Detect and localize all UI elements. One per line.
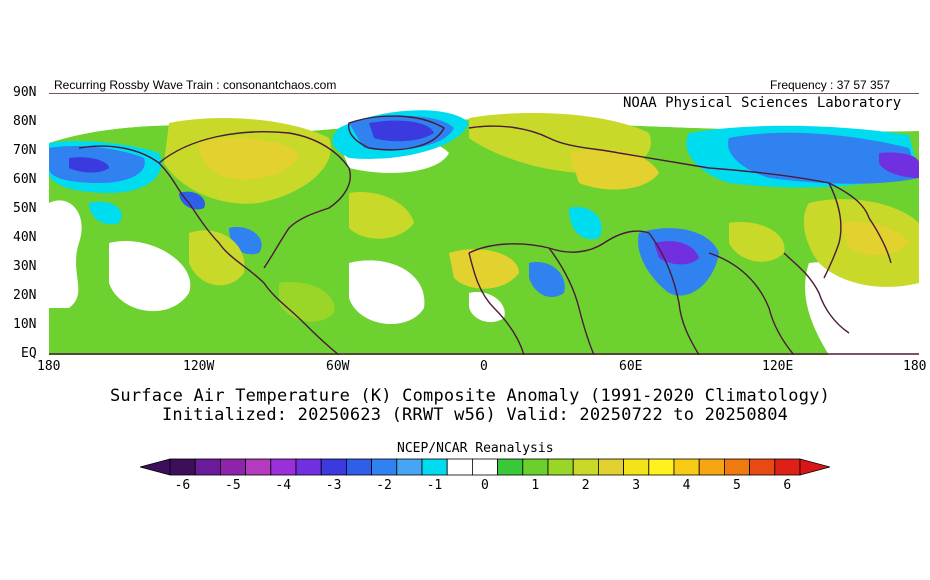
colorbar-cell bbox=[623, 458, 650, 476]
colorbar-cell bbox=[522, 458, 549, 476]
colorbar-cell bbox=[774, 458, 801, 476]
colorbar-cell bbox=[572, 458, 599, 476]
colorbar-tick-label: 1 bbox=[531, 478, 540, 493]
lat-label-80n: 80N bbox=[13, 114, 37, 129]
colorbar-tick-label: -4 bbox=[275, 478, 292, 493]
colorbar-cell bbox=[396, 458, 423, 476]
colorbar-tick-label: -3 bbox=[325, 478, 342, 493]
lat-label-70n: 70N bbox=[13, 143, 37, 158]
lat-label-eq: EQ bbox=[21, 346, 37, 361]
colorbar-cell bbox=[169, 458, 196, 476]
colorbar-cell bbox=[270, 458, 297, 476]
colorbar-tick-label: -1 bbox=[426, 478, 443, 493]
colorbar-cell bbox=[371, 458, 398, 476]
colorbar-cell bbox=[648, 458, 675, 476]
chart-title-line1: Surface Air Temperature (K) Composite An… bbox=[110, 386, 831, 406]
colorbar-tick-label: 6 bbox=[783, 478, 792, 493]
colorbar-cell bbox=[497, 458, 524, 476]
colorbar-cell bbox=[295, 458, 322, 476]
colorbar-tick-label: -2 bbox=[376, 478, 392, 493]
colorbar-cell bbox=[320, 458, 347, 476]
temperature-anomaly-map bbox=[49, 93, 919, 355]
colorbar-tick-label: 5 bbox=[733, 478, 741, 493]
lon-label-60w: 60W bbox=[326, 359, 350, 374]
lon-label-60e: 60E bbox=[619, 359, 643, 374]
lon-label-180w: 180 bbox=[37, 359, 61, 374]
noaa-credit: NOAA Physical Sciences Laboratory bbox=[623, 95, 902, 111]
lon-label-120e: 120E bbox=[762, 359, 794, 374]
colorbar-cell bbox=[194, 458, 221, 476]
header-left-text: Recurring Rossby Wave Train : consonantc… bbox=[54, 78, 337, 92]
colorbar-cell bbox=[547, 458, 574, 476]
colorbar-cell bbox=[597, 458, 624, 476]
colorbar-tick-label: 0 bbox=[481, 478, 489, 493]
colorbar-cell bbox=[724, 458, 751, 476]
colorbar-left-arrow bbox=[140, 458, 171, 476]
colorbar-tick-label: 3 bbox=[632, 478, 641, 493]
colorbar-tick-label: 4 bbox=[682, 478, 691, 493]
colorbar-tick-label: -6 bbox=[174, 478, 191, 493]
colorbar-cell bbox=[421, 458, 448, 476]
colorbar-cell bbox=[698, 458, 725, 476]
colorbar-cell bbox=[673, 458, 700, 476]
lon-label-120w: 120W bbox=[183, 359, 215, 374]
lat-label-90n: 90N bbox=[13, 85, 37, 100]
lat-label-20n: 20N bbox=[13, 288, 37, 303]
lon-label-0: 0 bbox=[480, 359, 488, 374]
colorbar-cell bbox=[220, 458, 247, 476]
lat-label-30n: 30N bbox=[13, 259, 37, 274]
colorbar-cell bbox=[345, 458, 372, 476]
header-right-text: Frequency : 37 57 357 bbox=[770, 78, 891, 92]
colorbar-cell bbox=[446, 458, 473, 476]
lon-label-180e: 180 bbox=[903, 359, 927, 374]
colorbar-cells bbox=[169, 458, 801, 476]
colorbar-cell bbox=[471, 458, 498, 476]
colorbar bbox=[140, 458, 830, 476]
lat-label-10n: 10N bbox=[13, 317, 37, 332]
anomaly-field bbox=[49, 93, 919, 355]
lat-label-60n: 60N bbox=[13, 172, 37, 187]
colorbar-right-arrow bbox=[799, 458, 830, 476]
colorbar-cell bbox=[245, 458, 272, 476]
colorbar-title: NCEP/NCAR Reanalysis bbox=[397, 441, 554, 456]
chart-title-line2: Initialized: 20250623 (RRWT w56) Valid: … bbox=[162, 405, 789, 425]
colorbar-tick-label: 2 bbox=[581, 478, 590, 493]
coastlines bbox=[78, 115, 892, 355]
lat-label-40n: 40N bbox=[13, 230, 37, 245]
colorbar-cell bbox=[749, 458, 776, 476]
colorbar-tick-label: -5 bbox=[225, 478, 241, 493]
lat-label-50n: 50N bbox=[13, 201, 37, 216]
